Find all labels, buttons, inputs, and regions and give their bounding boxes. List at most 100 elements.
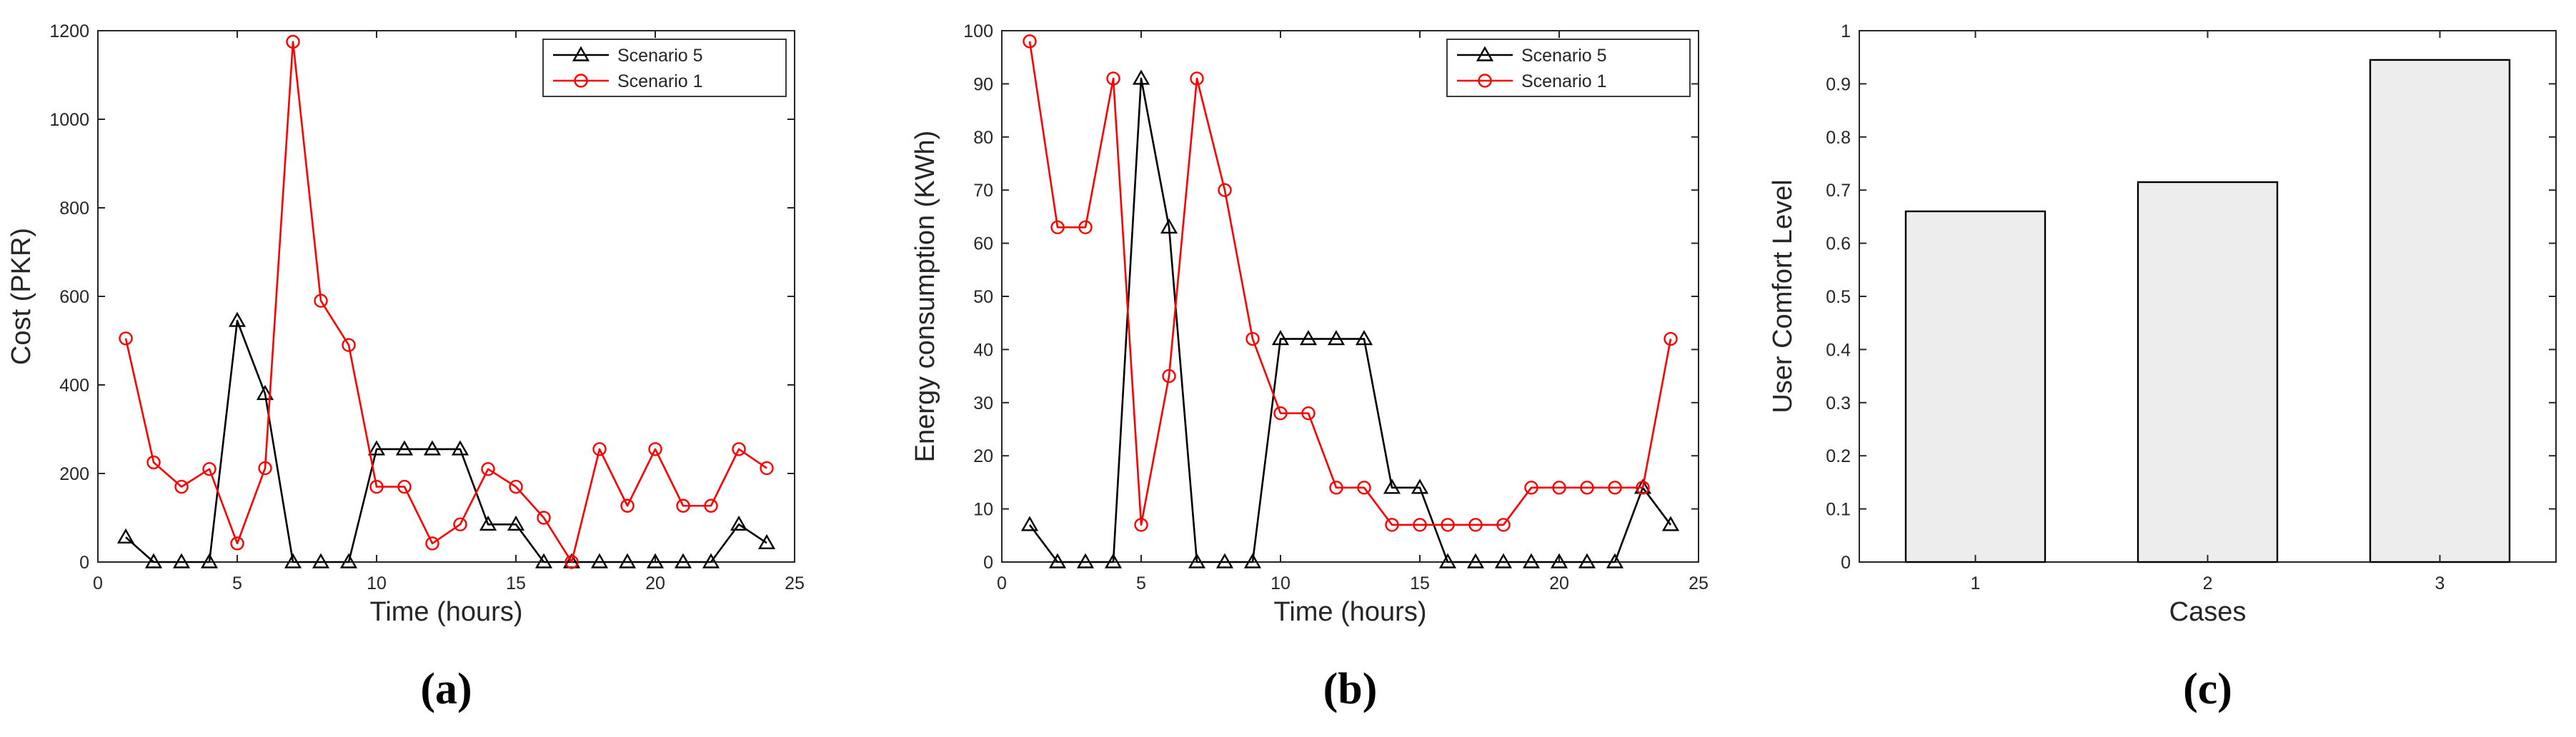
data-point (1076, 553, 1095, 568)
legend-marker (1476, 46, 1494, 61)
data-point (757, 533, 776, 550)
data-point (732, 442, 746, 456)
series-line (124, 41, 767, 563)
data-point (1301, 406, 1316, 421)
data-point (1327, 330, 1346, 346)
data-point (369, 479, 384, 494)
data-point (397, 479, 412, 494)
data-point (730, 515, 748, 531)
y-tick-label: 30 (973, 393, 993, 413)
y-axis-label: Energy consumption (KWh) (910, 131, 940, 463)
data-point (702, 553, 720, 568)
data-point (314, 294, 328, 308)
y-tick-label: 400 (59, 376, 89, 396)
data-point (395, 440, 414, 456)
y-axis-label: User Comfort Level (1768, 179, 1798, 413)
data-point (1522, 553, 1541, 568)
data-point (481, 462, 495, 476)
y-tick-label: 600 (59, 287, 89, 307)
data-point (1048, 553, 1067, 568)
series-line (1028, 41, 1672, 526)
x-tick-label: 15 (1410, 573, 1430, 593)
data-point (116, 528, 135, 543)
data-point (174, 479, 189, 494)
legend-marker (574, 74, 588, 88)
data-point (1661, 516, 1680, 531)
legend-item: Scenario 5 (553, 46, 703, 66)
legend-label: Scenario 1 (1521, 71, 1607, 91)
data-point (1134, 518, 1148, 532)
data-point (144, 553, 163, 568)
data-point (119, 331, 133, 346)
data-point (1020, 516, 1039, 531)
y-tick-label: 0.2 (1826, 446, 1851, 466)
panel-label: (c) (2183, 665, 2232, 713)
data-point (1413, 518, 1427, 532)
data-point (1468, 518, 1483, 532)
legend-label: Scenario 5 (617, 46, 703, 66)
data-point (1078, 220, 1093, 234)
data-point (1494, 553, 1513, 568)
data-point (367, 440, 386, 456)
y-tick-label: 0.3 (1826, 393, 1851, 413)
data-point (1466, 553, 1485, 568)
y-tick-label: 10 (973, 500, 993, 520)
data-point (1357, 481, 1371, 495)
data-point (1273, 406, 1288, 421)
data-point (1441, 518, 1455, 532)
y-tick-label: 0 (1841, 553, 1851, 573)
y-tick-label: 1 (1841, 21, 1851, 41)
x-tick-label: 3 (2435, 573, 2445, 593)
data-point (674, 553, 692, 568)
y-tick-label: 0.5 (1826, 287, 1851, 307)
data-point (1606, 553, 1624, 568)
data-point (1243, 553, 1262, 568)
data-point (1245, 331, 1260, 346)
series-line (1028, 77, 1672, 563)
data-point (228, 311, 247, 327)
y-tick-label: 20 (973, 446, 993, 466)
data-point (453, 517, 467, 531)
data-point (1188, 553, 1206, 568)
legend-marker (572, 46, 590, 61)
legend-label: Scenario 5 (1521, 46, 1607, 66)
data-point (423, 440, 442, 456)
legend-item: Scenario 1 (1457, 71, 1607, 91)
bar (2137, 181, 2279, 563)
data-point (1578, 553, 1596, 568)
chart-panel-c: 0 0.1 0.2 0.3 0.4 0.5 0.6 0.7 0.8 0.9 1 User Comfor… (1768, 21, 2557, 713)
data-point (1329, 481, 1343, 495)
legend: Scenario 5 Scenario 1 (1446, 39, 1691, 97)
x-axis-label: Cases (2169, 597, 2247, 627)
bar (1904, 210, 2047, 563)
x-tick-label: 5 (1136, 573, 1146, 593)
data-point (646, 553, 665, 568)
y-axis-label: Cost (PKR) (6, 228, 36, 365)
data-point (1162, 368, 1176, 383)
y-tick-label: 50 (973, 287, 993, 307)
x-tick-label: 25 (785, 573, 805, 593)
chart-panel-a: 0 200 400 600 800 1000 1200 Cost (PKR) 0 5 10 15 20 2… (6, 21, 805, 713)
series-line (125, 319, 767, 563)
legend-marker (1478, 74, 1492, 88)
y-tick-label: 200 (59, 464, 89, 484)
plot-frame-1 (1001, 30, 1699, 563)
y-tick-label: 0.6 (1826, 234, 1851, 254)
x-tick-label: 20 (1549, 573, 1569, 593)
data-point (509, 479, 523, 494)
y-tick-label: 1200 (49, 21, 89, 41)
data-point (648, 442, 662, 456)
data-point (1608, 481, 1622, 495)
data-point (1271, 330, 1290, 346)
data-point (1411, 478, 1429, 494)
y-tick-label: 100 (963, 21, 993, 41)
data-point (146, 455, 161, 470)
data-point (312, 553, 330, 568)
data-point (339, 553, 358, 568)
y-tick-label: 0.1 (1826, 500, 1851, 520)
x-tick-label: 20 (645, 573, 665, 593)
plot-frame-0 (97, 30, 795, 563)
y-tick-label: 90 (973, 74, 993, 94)
data-point (1385, 518, 1399, 532)
